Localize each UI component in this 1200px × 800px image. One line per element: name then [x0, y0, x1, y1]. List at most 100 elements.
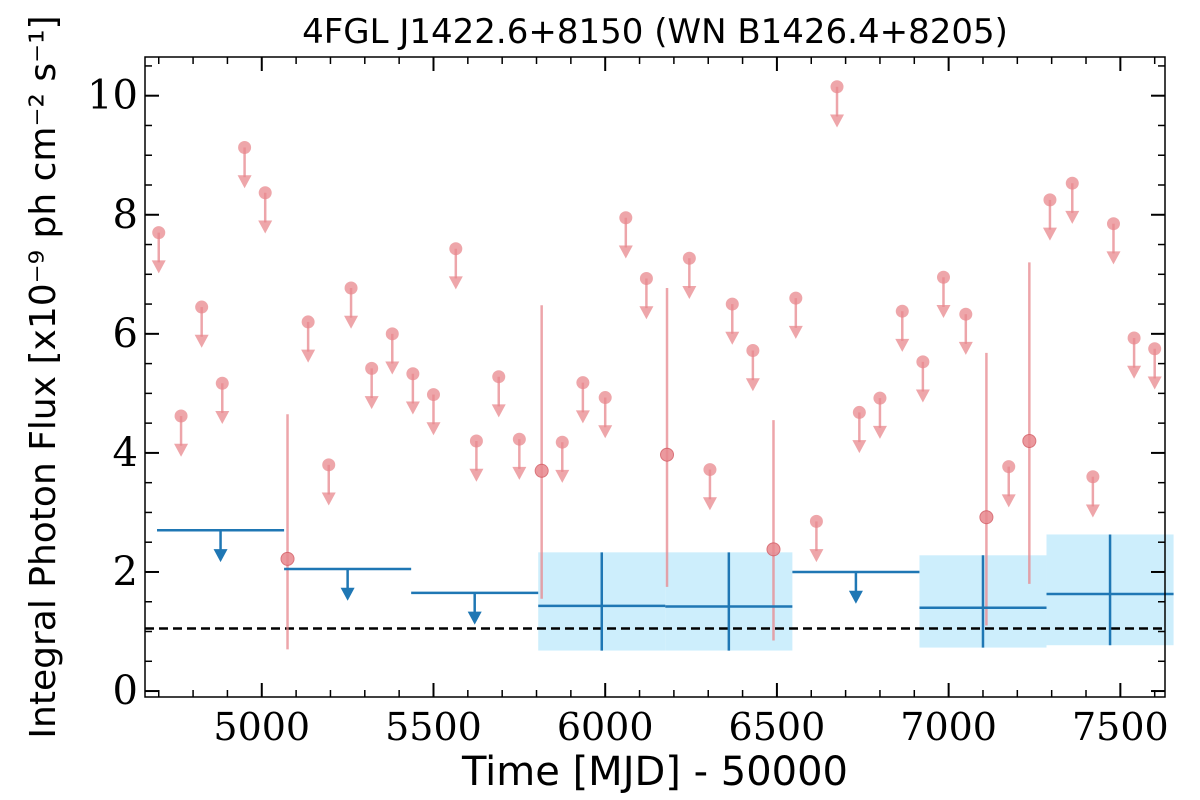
x-tick-label: 7000: [900, 705, 997, 749]
short-bin-upper-limit-point: [1148, 342, 1162, 356]
y-axis-label: Integral Photon Flux [x10⁻⁹ ph cm⁻² s⁻¹]: [23, 15, 64, 738]
short-bin-upper-limit-arrow: [364, 396, 379, 410]
short-bin-upper-limit-arrow: [618, 245, 633, 259]
short-bin-upper-limit-arrow: [174, 443, 189, 457]
y-tick-label: 6: [113, 311, 138, 357]
chart-title: 4FGL J1422.6+8150 (WN B1426.4+8205): [302, 12, 1008, 52]
short-bin-upper-limit-arrow: [1147, 376, 1162, 390]
short-bin-upper-limit-point: [852, 405, 866, 419]
y-tick-label: 8: [113, 192, 138, 238]
short-bin-upper-limit-arrow: [852, 440, 867, 454]
short-bin-upper-limit-arrow: [725, 331, 740, 345]
short-bin-upper-limit-arrow: [872, 425, 887, 439]
short-bin-upper-limit-point: [1106, 217, 1120, 231]
short-bin-upper-limit-arrow: [1042, 227, 1057, 241]
short-bin-upper-limit-point: [406, 367, 420, 381]
short-bin-upper-limit-arrow: [745, 378, 760, 392]
long-bin-upper-limit-arrow: [467, 611, 482, 625]
x-tick-label: 7500: [1072, 705, 1169, 749]
plot-frame: [144, 56, 1166, 698]
short-bin-upper-limit-point: [174, 409, 188, 423]
short-bin-upper-limit-point: [512, 432, 526, 446]
short-bin-upper-limit-arrow: [575, 410, 590, 424]
short-bin-upper-limit-arrow: [682, 285, 697, 299]
short-bin-upper-limit-arrow: [1106, 251, 1121, 265]
short-bin-detection-point: [979, 510, 994, 525]
short-bin-upper-limit-point: [344, 281, 358, 295]
short-bin-upper-limit-arrow: [788, 325, 803, 339]
short-bin-upper-limit-point: [639, 271, 653, 285]
short-bin-upper-limit-point: [916, 355, 930, 369]
short-bin-upper-limit-point: [1127, 331, 1141, 345]
short-bin-upper-limit-point: [809, 514, 823, 528]
short-bin-upper-limit-point: [385, 327, 399, 341]
short-bin-upper-limit-point: [895, 304, 909, 318]
short-bin-upper-limit-point: [492, 370, 506, 384]
short-bin-upper-limit-arrow: [469, 468, 484, 482]
short-bin-upper-limit-arrow: [237, 175, 252, 189]
short-bin-upper-limit-point: [152, 226, 166, 240]
short-bin-upper-limit-point: [936, 270, 950, 284]
short-bin-upper-limit-point: [789, 291, 803, 305]
short-bin-upper-limit-point: [725, 297, 739, 311]
short-bin-upper-limit-point: [873, 391, 887, 405]
short-bin-upper-limit-arrow: [301, 349, 316, 363]
short-bin-upper-limit-arrow: [512, 466, 527, 480]
x-tick-label: 6000: [557, 705, 654, 749]
short-bin-upper-limit-arrow: [405, 401, 420, 415]
short-bin-detection-point: [1022, 434, 1037, 448]
short-bin-upper-limit-point: [258, 186, 272, 200]
short-bin-upper-limit-point: [1002, 460, 1016, 474]
short-bin-upper-limit-point: [619, 211, 633, 225]
short-bin-upper-limit-arrow: [1127, 365, 1142, 379]
short-bin-upper-limit-arrow: [258, 220, 273, 234]
short-bin-upper-limit-arrow: [344, 315, 359, 329]
short-bin-upper-limit-point: [195, 300, 209, 314]
y-tick-label: 4: [113, 430, 138, 476]
short-bin-upper-limit-point: [449, 242, 463, 256]
y-tick-label: 0: [113, 668, 138, 714]
short-bin-upper-limit-arrow: [491, 404, 506, 418]
short-bin-upper-limit-point: [426, 388, 440, 402]
short-bin-upper-limit-arrow: [1085, 504, 1100, 518]
short-bin-upper-limit-point: [959, 307, 973, 321]
long-bin-upper-limit-arrow: [213, 549, 228, 563]
y-tick-label: 10: [87, 73, 138, 119]
short-bin-upper-limit-point: [576, 376, 590, 390]
short-bin-upper-limit-arrow: [385, 361, 400, 375]
short-bin-upper-limit-point: [703, 463, 717, 477]
long-bin-upper-limit-arrow: [848, 590, 863, 604]
short-bin-upper-limit-arrow: [809, 549, 824, 563]
short-bin-upper-limit-arrow: [895, 338, 910, 352]
short-bin-detection-point: [660, 447, 675, 462]
x-tick-label: 5000: [213, 705, 310, 749]
short-bin-upper-limit-point: [1043, 193, 1057, 207]
short-bin-upper-limit-point: [215, 376, 229, 390]
short-bin-upper-limit-arrow: [702, 497, 717, 511]
short-bin-upper-limit-point: [746, 344, 760, 358]
short-bin-upper-limit-point: [238, 140, 252, 154]
short-bin-detection-point: [534, 463, 549, 478]
short-bin-upper-limit-arrow: [915, 389, 930, 403]
short-bin-upper-limit-point: [301, 315, 315, 329]
short-bin-upper-limit-arrow: [215, 410, 230, 424]
short-bin-detection-point: [280, 551, 295, 566]
short-bin-upper-limit-point: [682, 251, 696, 265]
short-bin-upper-limit-arrow: [555, 469, 570, 483]
short-bin-upper-limit-point: [365, 361, 379, 375]
short-bin-upper-limit-point: [322, 458, 336, 472]
short-bin-upper-limit-arrow: [151, 260, 166, 274]
short-bin-upper-limit-arrow: [1065, 210, 1080, 224]
short-bin-upper-limit-arrow: [830, 114, 845, 128]
short-bin-upper-limit-point: [1065, 176, 1079, 190]
short-bin-upper-limit-arrow: [448, 276, 463, 290]
x-axis-label: Time [MJD] - 50000: [461, 749, 848, 795]
short-bin-upper-limit-point: [555, 435, 569, 449]
short-bin-upper-limit-point: [830, 80, 844, 94]
short-bin-detection-point: [766, 542, 781, 557]
short-bin-upper-limit-arrow: [426, 422, 441, 436]
short-bin-upper-limit-arrow: [958, 341, 973, 355]
x-tick-label: 6500: [729, 705, 826, 749]
y-tick-label: 2: [113, 549, 138, 595]
